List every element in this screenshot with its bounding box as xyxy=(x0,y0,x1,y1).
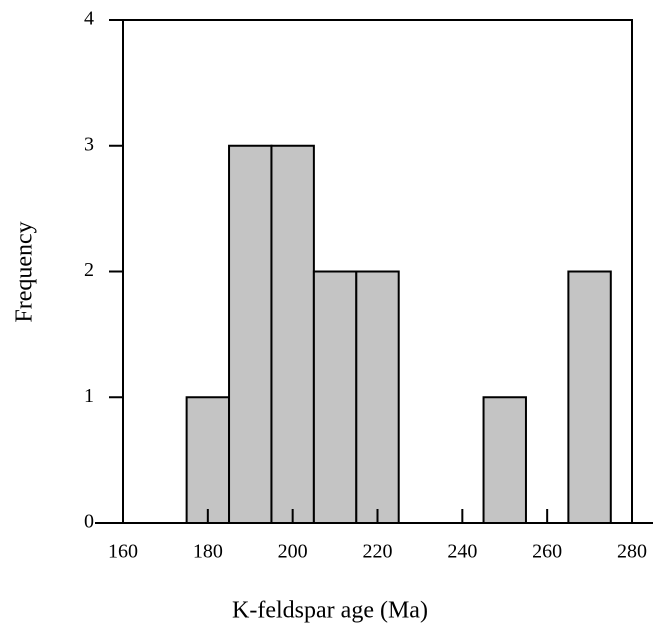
x-tick-label: 260 xyxy=(532,541,562,563)
y-tick-label: 1 xyxy=(84,385,94,407)
x-tick-label: 240 xyxy=(447,541,477,563)
y-tick-label: 4 xyxy=(84,8,94,30)
bar xyxy=(228,144,273,524)
bar xyxy=(185,396,231,524)
x-tick-label: 280 xyxy=(617,541,647,563)
y-tick-label: 0 xyxy=(84,511,94,533)
y-tick-label: 3 xyxy=(84,133,94,155)
y-tick-label: 2 xyxy=(84,259,94,281)
bar xyxy=(355,270,400,524)
y-axis-label: Frequency xyxy=(12,221,38,322)
bar xyxy=(567,270,612,524)
bar xyxy=(482,396,527,524)
bar xyxy=(270,144,315,524)
bar xyxy=(312,270,358,524)
x-axis-label: K-feldspar age (Ma) xyxy=(232,598,428,624)
x-tick-label: 160 xyxy=(108,541,138,563)
x-tick-label: 180 xyxy=(193,541,223,563)
x-tick-label: 220 xyxy=(363,541,393,563)
x-tick-label: 200 xyxy=(278,541,308,563)
